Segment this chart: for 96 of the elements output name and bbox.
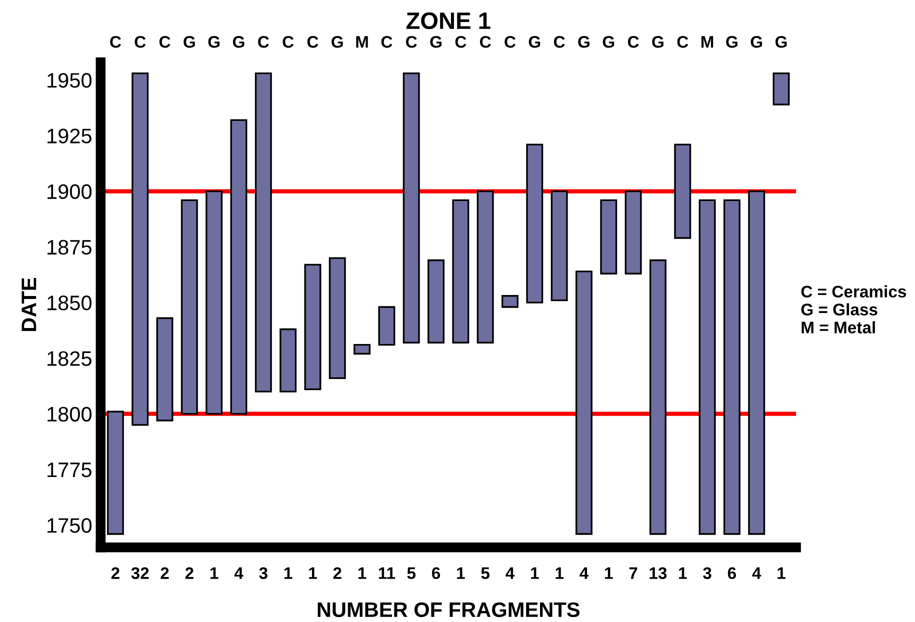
- text: G: [332, 36, 343, 48]
- text: G: [578, 36, 590, 48]
- x-tick-label: 1: [605, 567, 613, 579]
- x-tick-label: 5: [407, 567, 416, 580]
- bar: [428, 259, 444, 344]
- bar: [254, 72, 272, 392]
- bar: [378, 306, 396, 346]
- x-tick-label: 2: [111, 567, 120, 579]
- y-tick-label: 1900: [48, 184, 92, 200]
- x-tick-label: 1: [309, 567, 317, 579]
- bar: [304, 264, 322, 390]
- text: G: [430, 36, 442, 48]
- bar: [206, 190, 223, 415]
- x-tick-label: 1: [457, 567, 465, 579]
- x-tick-label: 1: [210, 567, 218, 579]
- bar: [230, 119, 248, 415]
- x-tick-label: 1: [778, 567, 786, 579]
- bar: [550, 190, 568, 302]
- x-tick-label: 3: [703, 567, 712, 580]
- text: C: [455, 36, 466, 48]
- bar: [476, 190, 494, 344]
- x-tick-label: 7: [629, 567, 638, 579]
- text: C: [628, 36, 639, 48]
- y-axis-title: DATE: [22, 278, 36, 331]
- y-tick-label: 1925: [48, 128, 92, 144]
- bar: [748, 190, 766, 535]
- x-tick-label: 1: [556, 567, 564, 579]
- x-tick-label: 1: [358, 567, 366, 579]
- text: C: [677, 36, 688, 48]
- y-tick-label: 1750: [48, 518, 92, 533]
- x-tick-label: 11: [378, 567, 396, 579]
- y-tick-label: 1850: [48, 296, 92, 310]
- x-axis-title: NUMBER OF FRAGMENTS: [318, 602, 580, 618]
- text: C: [504, 36, 516, 48]
- x-tick-label: 5: [481, 567, 490, 580]
- x-tick-label: 1: [531, 567, 539, 579]
- x-tick-label: 2: [160, 567, 169, 579]
- bar: [674, 144, 692, 239]
- text: C: [134, 36, 146, 48]
- y-tick-label: 1875: [48, 240, 92, 255]
- chart-title: ZONE 1: [406, 12, 490, 30]
- x-tick-label: 4: [752, 567, 762, 579]
- text: C = Ceramics G = Glass M = Metal: [801, 285, 906, 334]
- text: G: [528, 36, 540, 48]
- y-tick-label: 1800: [48, 406, 92, 422]
- bar: [649, 259, 666, 535]
- text: C: [554, 36, 565, 48]
- bar: [624, 190, 642, 274]
- text: G: [726, 36, 738, 48]
- x-tick-label: 6: [432, 567, 440, 580]
- text: C: [381, 36, 392, 48]
- text: C: [159, 36, 170, 48]
- text: G: [750, 36, 762, 48]
- text: M: [356, 36, 368, 48]
- x-tick-label: 4: [234, 567, 244, 579]
- text: C: [282, 36, 294, 48]
- bar: [328, 257, 346, 380]
- bar: [280, 328, 297, 392]
- x-tick-label: 4: [506, 567, 515, 579]
- x-tick-label: 13: [650, 567, 667, 580]
- bar: [576, 270, 592, 535]
- text: C: [258, 36, 269, 48]
- text: M: [701, 36, 714, 48]
- x-tick-label: 2: [185, 567, 194, 579]
- text: C: [480, 36, 491, 48]
- text: G: [602, 36, 614, 48]
- bar: [526, 144, 544, 304]
- bar: [354, 344, 371, 355]
- x-tick-label: 1: [679, 567, 687, 579]
- bar: [402, 72, 420, 344]
- bar: [156, 317, 174, 422]
- x-tick-label: 6: [728, 567, 736, 580]
- text: C: [307, 36, 318, 48]
- text: G: [184, 36, 195, 48]
- text: C: [110, 36, 122, 48]
- bar: [132, 72, 149, 426]
- x-tick-label: 2: [333, 567, 342, 579]
- bar: [723, 199, 740, 535]
- text: C: [406, 36, 417, 48]
- bar: [180, 199, 198, 415]
- bar: [600, 199, 618, 274]
- y-tick-label: 1950: [48, 73, 92, 88]
- bar: [502, 295, 518, 308]
- x-tick-label: 1: [284, 567, 292, 579]
- y-tick-label: 1825: [48, 351, 92, 366]
- bar: [452, 199, 470, 344]
- bar: [772, 72, 790, 106]
- x-tick-label: 4: [580, 567, 589, 579]
- text: G: [208, 36, 220, 48]
- bar: [698, 199, 716, 535]
- x-tick-label: 3: [259, 567, 268, 580]
- text: G: [775, 36, 787, 48]
- x-tick-label: 32: [131, 567, 149, 580]
- y-tick-label: 1775: [48, 462, 92, 478]
- text: G: [652, 36, 664, 48]
- text: G: [232, 36, 244, 48]
